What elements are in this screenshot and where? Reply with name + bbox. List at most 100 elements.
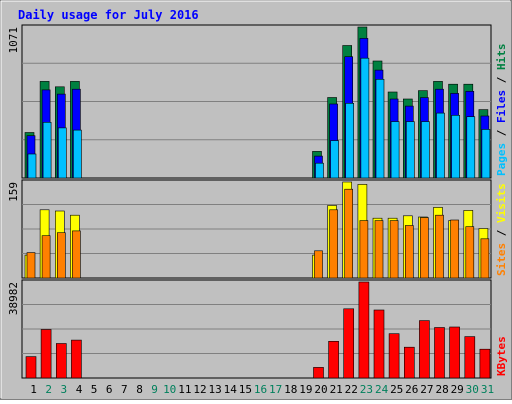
x-tick-label-11: 11 — [178, 383, 191, 396]
x-tick-label-8: 8 — [136, 383, 143, 396]
bar-pages-day-22 — [345, 103, 355, 179]
x-tick-label-6: 6 — [106, 383, 113, 396]
x-axis-labels: 1 2 3 4 5 6 7 8 9 10 11 12 13 14 15 16 17 18 19 20 21 22 23 24 2… — [30, 383, 494, 396]
bar-kbytes-day-4 — [71, 339, 82, 379]
x-tick-label-18: 18 — [284, 383, 297, 396]
y-max-label-visits: 159 — [7, 182, 20, 202]
bar-sites-day-30 — [465, 226, 475, 279]
bar-kbytes-day-23 — [358, 281, 370, 379]
panel-visits: 159 Sites / Visits — [7, 179, 508, 279]
bar-kbytes-day-1 — [25, 356, 37, 379]
bar-sites-day-4 — [72, 230, 81, 279]
chart-panels: 1071 Pages / Files / Hits 159 Sites / Visit… — [7, 24, 508, 379]
side-legend-kbytes: KBytes — [495, 336, 508, 376]
x-tick-label-28: 28 — [435, 383, 448, 396]
legend-entry-pages: Pages — [495, 143, 508, 176]
side-legend-visits: Sites / Visits — [495, 183, 508, 276]
legend-separator: / — [495, 223, 508, 243]
bar-sites-day-28 — [435, 214, 444, 279]
bar-sites-day-20 — [314, 250, 323, 279]
x-tick-label-14: 14 — [224, 383, 238, 396]
legend-entry-sites: Sites — [495, 243, 508, 276]
x-tick-label-5: 5 — [91, 383, 98, 396]
bar-kbytes-day-29 — [449, 326, 460, 379]
x-tick-label-17: 17 — [269, 383, 282, 396]
bar-kbytes-day-27 — [419, 320, 430, 379]
bar-kbytes-day-30 — [464, 336, 476, 379]
legend-entry-files: Files — [495, 90, 508, 123]
bar-sites-day-31 — [480, 238, 490, 279]
legend-entry-hits: Hits — [495, 44, 508, 71]
x-tick-label-9: 9 — [151, 383, 158, 396]
chart-title: Daily usage for July 2016 — [18, 8, 199, 22]
x-tick-label-31: 31 — [481, 383, 494, 396]
x-tick-label-12: 12 — [193, 383, 206, 396]
side-legend-hits: Pages / Files / Hits — [495, 44, 508, 177]
bar-kbytes-day-20 — [313, 367, 324, 379]
bar-kbytes-day-21 — [328, 340, 339, 379]
x-tick-label-15: 15 — [239, 383, 252, 396]
bar-kbytes-day-31 — [479, 348, 491, 379]
x-tick-label-2: 2 — [45, 383, 52, 396]
x-tick-label-4: 4 — [76, 383, 83, 396]
x-tick-label-21: 21 — [330, 383, 343, 396]
bar-sites-day-22 — [344, 188, 354, 279]
bar-pages-day-26 — [405, 121, 415, 179]
bar-pages-day-3 — [57, 127, 67, 179]
x-tick-label-20: 20 — [314, 383, 327, 396]
bar-pages-day-31 — [481, 129, 491, 179]
bar-sites-day-1 — [26, 252, 36, 279]
legend-separator: / — [495, 70, 508, 90]
x-tick-label-29: 29 — [451, 383, 464, 396]
x-tick-label-27: 27 — [420, 383, 433, 396]
legend-entry-visits: Visits — [495, 183, 508, 223]
bar-pages-day-4 — [73, 129, 82, 179]
x-tick-label-30: 30 — [466, 383, 479, 396]
bar-sites-day-21 — [329, 209, 338, 279]
panel-hits: 1071 Pages / Files / Hits — [7, 24, 508, 179]
x-tick-label-22: 22 — [345, 383, 358, 396]
bar-sites-day-26 — [404, 225, 414, 279]
bar-pages-day-27 — [421, 121, 430, 179]
bar-sites-day-23 — [359, 220, 369, 279]
x-tick-label-7: 7 — [121, 383, 128, 396]
legend-separator: / — [495, 123, 508, 143]
x-tick-label-13: 13 — [208, 383, 221, 396]
bar-sites-day-24 — [374, 220, 384, 279]
bar-pages-day-20 — [315, 162, 324, 179]
bar-pages-day-1 — [27, 153, 37, 179]
bar-kbytes-day-26 — [403, 346, 415, 379]
panel-kbytes: 38982 KBytes — [7, 279, 508, 379]
x-tick-label-10: 10 — [163, 383, 176, 396]
bar-sites-day-27 — [420, 217, 429, 279]
x-tick-label-3: 3 — [60, 383, 67, 396]
bar-pages-day-25 — [390, 121, 400, 179]
bar-sites-day-25 — [389, 220, 399, 279]
bar-pages-day-24 — [375, 79, 385, 179]
bar-kbytes-day-24 — [373, 309, 385, 379]
bar-sites-day-3 — [56, 232, 66, 279]
bar-pages-day-29 — [451, 115, 460, 179]
x-tick-label-23: 23 — [360, 383, 373, 396]
y-max-label-kbytes: 38982 — [7, 282, 20, 315]
bar-kbytes-day-25 — [388, 333, 400, 379]
bar-pages-day-23 — [360, 57, 370, 179]
bar-pages-day-2 — [42, 122, 52, 179]
bar-kbytes-day-22 — [343, 308, 355, 379]
y-max-label-hits: 1071 — [7, 27, 20, 54]
bar-pages-day-28 — [436, 112, 445, 179]
bar-sites-day-2 — [41, 235, 51, 279]
x-tick-label-19: 19 — [299, 383, 312, 396]
x-tick-label-25: 25 — [390, 383, 403, 396]
x-tick-label-24: 24 — [375, 383, 389, 396]
x-tick-label-26: 26 — [405, 383, 418, 396]
bar-pages-day-21 — [330, 140, 339, 179]
bar-sites-day-29 — [450, 219, 459, 279]
bar-kbytes-day-2 — [40, 329, 52, 379]
x-tick-label-16: 16 — [254, 383, 267, 396]
bar-kbytes-day-28 — [434, 327, 445, 379]
x-tick-label-1: 1 — [30, 383, 37, 396]
legend-entry-kbytes: KBytes — [495, 336, 508, 376]
